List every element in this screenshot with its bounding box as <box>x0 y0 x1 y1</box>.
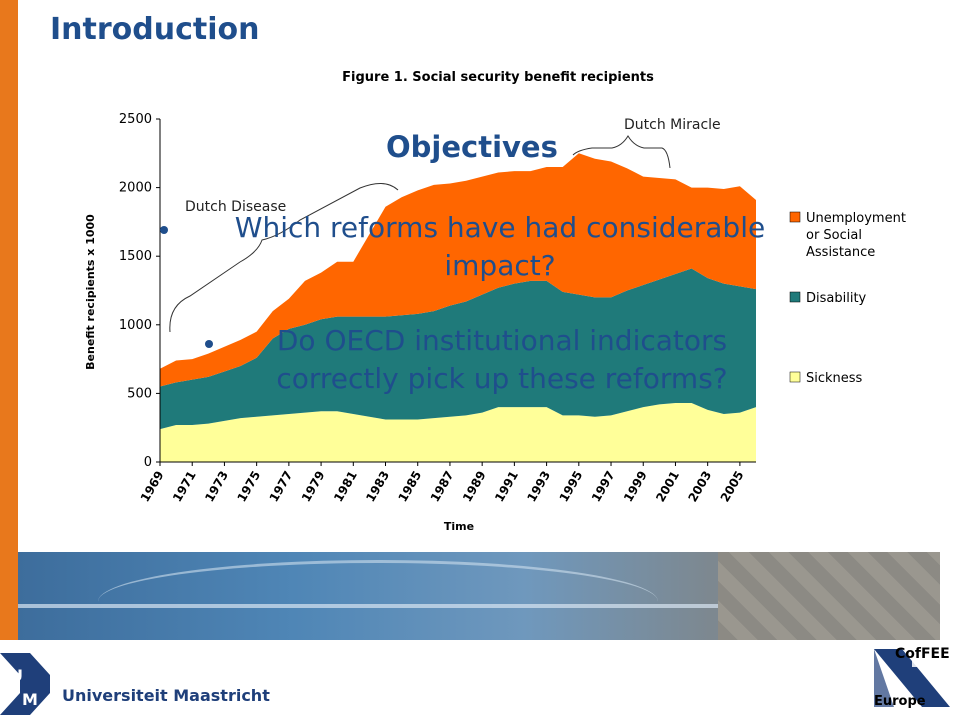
x-tick-label: 1985 <box>396 469 425 505</box>
benefit-recipients-chart: Figure 1. Social security benefit recipi… <box>84 70 906 533</box>
x-tick-label: 1979 <box>299 469 328 505</box>
legend-label-3: Sickness <box>806 371 863 386</box>
x-tick-label: 1997 <box>589 469 618 505</box>
legend-swatch-1 <box>789 211 801 223</box>
university-name: Universiteit Maastricht <box>62 686 270 705</box>
annotation-dutch-disease: Dutch Disease <box>185 199 286 215</box>
cofee-logo <box>874 649 950 707</box>
objectives-heading: Objectives <box>386 130 558 164</box>
x-tick-label: 2005 <box>718 469 747 505</box>
cofee-europe-text: Europe <box>874 694 926 709</box>
annotation-dutch-miracle: Dutch Miracle <box>624 117 721 133</box>
maastricht-bridge-banner <box>18 552 940 640</box>
x-tick-label: 1975 <box>234 469 263 505</box>
bullet-dot-1 <box>160 226 168 234</box>
legend-label-2: Disability <box>806 291 867 306</box>
bullet-oecd-indicators: Do OECD institutional indicators correct… <box>276 324 728 395</box>
y-tick-label: 2500 <box>119 112 152 127</box>
y-tick-label: 1500 <box>119 249 152 264</box>
dutch-miracle-brace <box>572 135 671 169</box>
stone-wall <box>718 552 940 640</box>
x-tick-label: 1993 <box>524 469 553 505</box>
y-tick-label: 2000 <box>119 181 152 196</box>
y-tick-label: 0 <box>144 455 152 470</box>
legend-swatch-3 <box>789 371 801 383</box>
chart-title: Figure 1. Social security benefit recipi… <box>342 70 654 85</box>
cofee-text: CofFEE <box>895 646 950 662</box>
legend-swatch-2 <box>789 291 801 303</box>
x-tick-label: 1971 <box>170 469 199 505</box>
x-tick-label: 1999 <box>621 469 650 505</box>
x-tick-label: 2001 <box>653 469 682 505</box>
area-series-3 <box>160 153 756 387</box>
x-tick-label: 1977 <box>267 469 296 505</box>
x-tick-label: 1983 <box>363 469 392 505</box>
y-axis-label: Benefit recipients x 1000 <box>84 214 97 370</box>
x-tick-label: 1995 <box>557 469 586 505</box>
slide-title: Introduction <box>50 12 260 47</box>
x-tick-label: 1989 <box>460 469 489 505</box>
y-tick-label: 1000 <box>119 318 152 333</box>
y-tick-label: 500 <box>127 386 152 401</box>
bridge-deck <box>18 604 718 608</box>
x-tick-label: 1987 <box>428 469 457 505</box>
left-accent-bar <box>0 0 18 640</box>
x-tick-label: 1981 <box>331 469 360 505</box>
legend-label-1: Unemployment or Social Assistance <box>806 211 906 260</box>
um-logo: U M <box>0 653 50 715</box>
bridge-arch <box>98 560 658 640</box>
bullet-reforms-impact: Which reforms have had considerable impa… <box>234 211 766 282</box>
x-tick-label: 1969 <box>138 469 167 505</box>
x-tick-label: 2003 <box>685 469 714 505</box>
area-series-2 <box>160 268 756 430</box>
svg-text:U: U <box>10 666 23 685</box>
x-axis-label: Time <box>444 520 474 533</box>
svg-text:M: M <box>22 690 38 709</box>
bullet-dot-2 <box>205 340 213 348</box>
dutch-disease-brace <box>169 183 399 333</box>
x-tick-label: 1991 <box>492 469 521 505</box>
area-series-1 <box>160 403 756 462</box>
x-tick-label: 1973 <box>202 469 231 505</box>
